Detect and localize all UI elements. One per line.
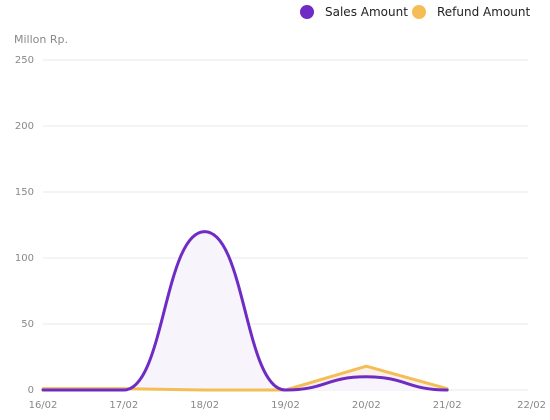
x-tick-label: 19/02: [271, 400, 300, 411]
y-tick-label: 200: [15, 121, 34, 132]
y-tick-label: 100: [15, 253, 34, 264]
legend-marker-sales-amount[interactable]: [300, 5, 314, 19]
legend-marker-refund-amount[interactable]: [412, 5, 426, 19]
x-tick-label: 20/02: [352, 400, 381, 411]
series-lines: [41, 230, 449, 392]
y-tick-label: 0: [28, 385, 34, 396]
y-axis-ticks: 0 50 100 150 200 250: [15, 55, 34, 396]
x-tick-label: 22/02: [517, 400, 546, 411]
x-tick-label: 17/02: [109, 400, 138, 411]
x-tick-label: 16/02: [29, 400, 58, 411]
y-tick-label: 150: [15, 187, 34, 198]
x-tick-label: 21/02: [433, 400, 462, 411]
y-tick-label: 250: [15, 55, 34, 66]
legend-label-refund-amount[interactable]: Refund Amount: [437, 5, 531, 19]
x-axis-ticks: 16/02 17/02 18/02 19/02 20/02 21/02 22/02: [29, 400, 546, 411]
series-area-sales-amount: [43, 231, 448, 390]
legend: Sales Amount Refund Amount: [300, 5, 531, 19]
y-axis-unit-label: Millon Rp.: [14, 33, 68, 46]
y-tick-label: 50: [21, 319, 34, 330]
series-line-sales-amount: [41, 230, 449, 392]
legend-label-sales-amount[interactable]: Sales Amount: [325, 5, 408, 19]
grid-lines: [43, 59, 528, 391]
x-tick-label: 18/02: [190, 400, 219, 411]
